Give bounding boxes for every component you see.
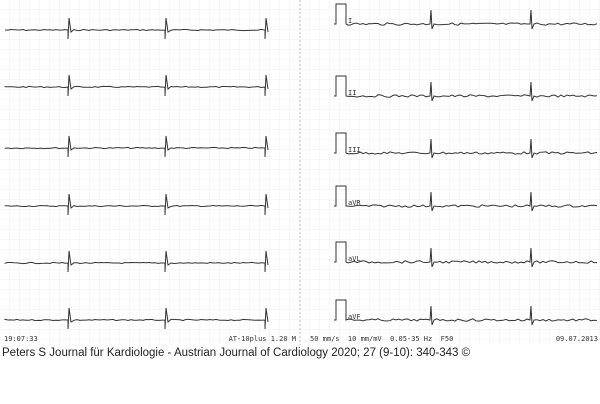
ecg-trace bbox=[334, 241, 597, 268]
ecg-trace bbox=[4, 135, 269, 158]
traces bbox=[4, 3, 598, 330]
ecg-trace bbox=[334, 132, 598, 159]
ecg-trace bbox=[4, 17, 269, 40]
settings: 50 mm/s 10 mm/mV 0.05-35 Hz F50 bbox=[310, 335, 453, 343]
lead-label: I bbox=[348, 17, 352, 25]
date: 09.07.2013 bbox=[556, 335, 598, 343]
device: AT-10plus 1.20 M bbox=[229, 335, 296, 343]
caption: Peters S Journal für Kardiologie - Austr… bbox=[2, 347, 471, 359]
lead-label: aVF bbox=[348, 313, 361, 321]
time: 19:07:33 bbox=[4, 335, 38, 343]
ecg-trace bbox=[4, 74, 269, 97]
ecg-trace bbox=[4, 250, 269, 273]
ecg-trace bbox=[334, 3, 598, 30]
ecg-strip: 19:07:33 AT-10plus 1.20 M 50 mm/s 10 mm/… bbox=[0, 0, 600, 345]
ecg-trace bbox=[334, 185, 598, 212]
lead-label: III bbox=[348, 146, 361, 154]
ecg-trace bbox=[4, 307, 269, 330]
lead-label: aVR bbox=[348, 199, 361, 207]
ecg-trace bbox=[334, 299, 598, 326]
ecg-trace bbox=[4, 193, 269, 216]
lead-label: aVL bbox=[348, 255, 361, 263]
ecg-trace bbox=[334, 75, 598, 102]
lead-label: II bbox=[348, 89, 356, 97]
